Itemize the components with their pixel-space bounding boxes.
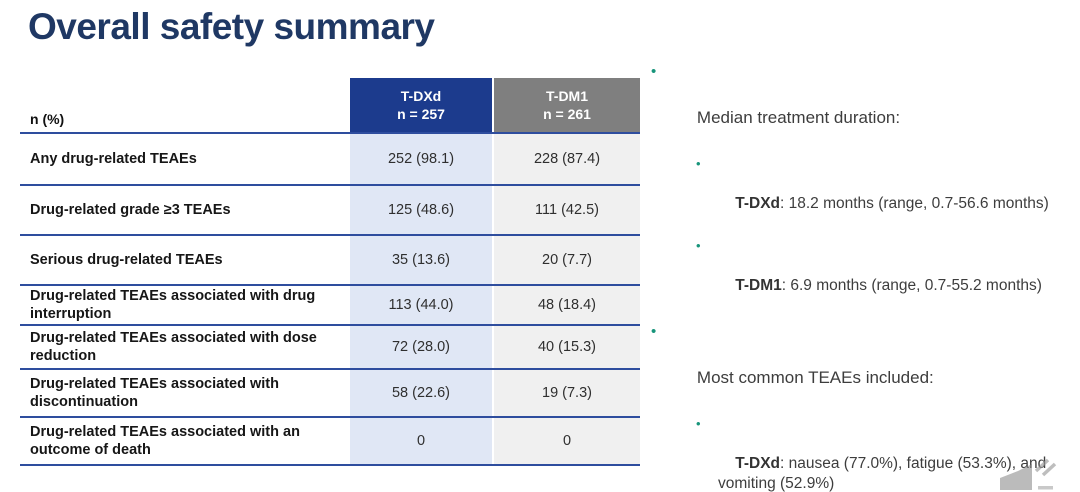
list-item: Most common TEAEs included:	[648, 320, 1074, 412]
notes-panel: Median treatment duration: T-DXd: 18.2 m…	[648, 56, 1074, 492]
watermark-logo-icon	[1000, 458, 1057, 490]
row-label: Drug-related TEAEs associated with disco…	[30, 376, 279, 410]
tdm1-value: 0	[494, 418, 640, 464]
bullet-icon	[651, 320, 656, 343]
table-row: Drug-related TEAEs associated with disco…	[20, 370, 640, 418]
tdm1-value: 111 (42.5)	[494, 186, 640, 234]
tdm1-value: 228 (87.4)	[494, 134, 640, 184]
table-row: Drug-related TEAEs associated with an ou…	[20, 418, 640, 466]
bullet-icon	[696, 154, 701, 174]
tdxd-value: 58 (22.6)	[350, 370, 492, 416]
table-corner-cell: n (%)	[20, 78, 350, 132]
tdxd-value: 125 (48.6)	[350, 186, 492, 234]
page-title: Overall safety summary	[28, 6, 435, 47]
bullet-icon	[651, 60, 656, 83]
list-item: Median treatment duration:	[648, 60, 1074, 152]
bullet-icon	[696, 236, 701, 256]
tdm1-value: 19 (7.3)	[494, 370, 640, 416]
row-label: Drug-related TEAEs associated with drug …	[30, 288, 316, 322]
tdxd-value: 35 (13.6)	[350, 236, 492, 284]
table-header-tdxd: T-DXd n = 257	[350, 78, 492, 132]
tdm1-value: 40 (15.3)	[494, 326, 640, 368]
row-label: Serious drug-related TEAEs	[30, 252, 223, 268]
tdxd-value: 0	[350, 418, 492, 464]
tdxd-value: 72 (28.0)	[350, 326, 492, 368]
safety-table: n (%) T-DXd n = 257 T-DM1 n = 261 Any dr…	[20, 78, 640, 466]
table-header-tdm1: T-DM1 n = 261	[494, 78, 640, 132]
tdxd-value: 252 (98.1)	[350, 134, 492, 184]
tdm1-column-name: T-DM1	[546, 88, 588, 104]
list-item: T-DXd: 18.2 months (range, 0.7-56.6 mont…	[648, 154, 1074, 234]
table-row: Drug-related TEAEs associated with dose …	[20, 326, 640, 370]
table-row: Drug-related grade ≥3 TEAEs 125 (48.6) 1…	[20, 186, 640, 236]
tdm1-column-n: n = 261	[543, 106, 591, 122]
table-row: Serious drug-related TEAEs 35 (13.6) 20 …	[20, 236, 640, 286]
tdm1-value: 20 (7.7)	[494, 236, 640, 284]
tdxd-value: 113 (44.0)	[350, 286, 492, 324]
table-header-row: n (%) T-DXd n = 257 T-DM1 n = 261	[20, 78, 640, 134]
bullet-icon	[696, 414, 701, 434]
list-item: T-DM1: 6.9 months (range, 0.7-55.2 month…	[648, 236, 1074, 316]
tdxd-column-n: n = 257	[397, 106, 445, 122]
table-row: Drug-related TEAEs associated with drug …	[20, 286, 640, 326]
row-label: Drug-related TEAEs associated with dose …	[30, 330, 317, 364]
row-label: Drug-related grade ≥3 TEAEs	[30, 202, 231, 218]
corner-label: n (%)	[30, 111, 65, 127]
table-row: Any drug-related TEAEs 252 (98.1) 228 (8…	[20, 134, 640, 186]
tdxd-column-name: T-DXd	[400, 88, 442, 104]
row-label: Any drug-related TEAEs	[30, 151, 197, 167]
row-label: Drug-related TEAEs associated with an ou…	[30, 424, 300, 458]
tdm1-value: 48 (18.4)	[494, 286, 640, 324]
